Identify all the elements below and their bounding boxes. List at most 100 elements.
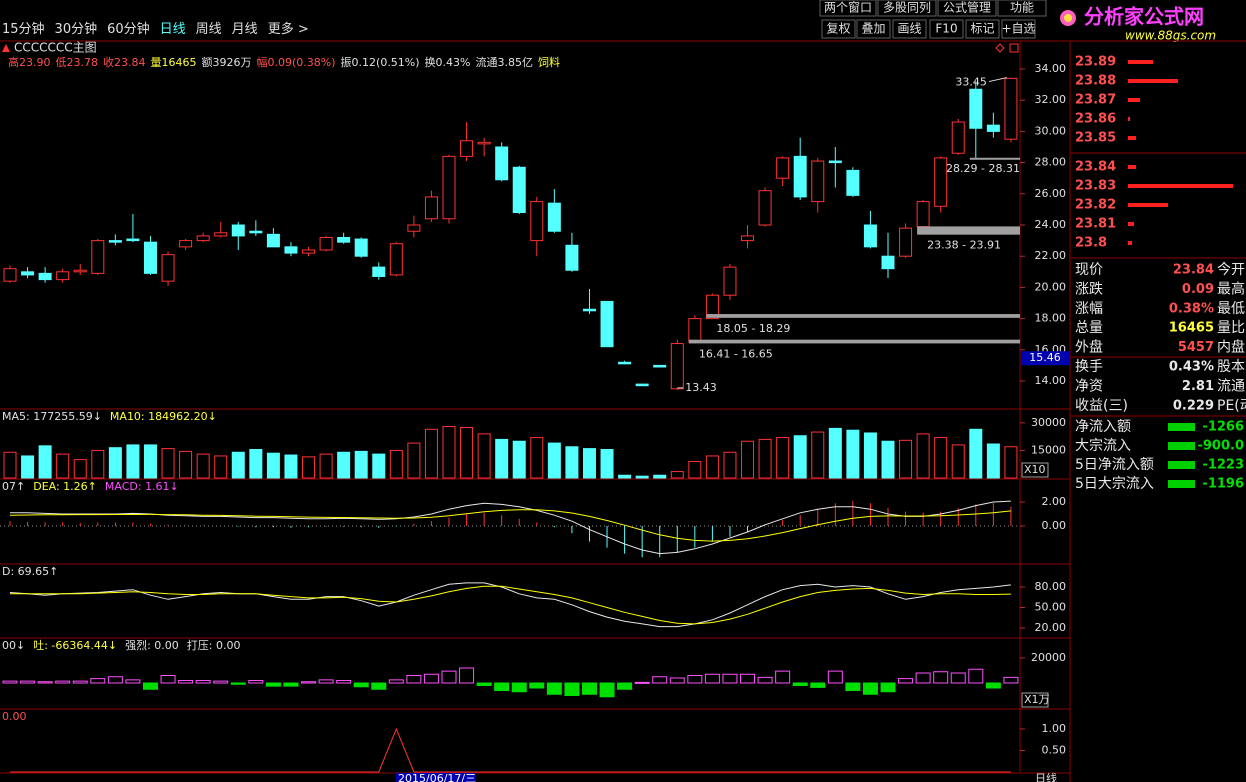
candle-body (828, 160, 842, 164)
toolbar-button[interactable] (892, 19, 927, 39)
period-tab[interactable]: 日线 (160, 22, 186, 37)
order-size-bar (1128, 79, 1178, 83)
unit-box (1021, 692, 1049, 708)
flow-value: -1196 (1202, 477, 1244, 492)
volume-bar (969, 428, 983, 479)
toolbar-label: 复权 (826, 22, 850, 36)
toolbar-button[interactable] (821, 19, 856, 39)
order-size-bar (1128, 184, 1233, 188)
flow-value: -1266 (1202, 420, 1244, 435)
flow-bar (599, 682, 615, 698)
volume-bar (3, 451, 17, 479)
volume-bar (196, 453, 210, 479)
flow-bar (581, 682, 597, 695)
candle-body (231, 224, 245, 237)
candle-body (512, 166, 526, 214)
y-tick-label: 1.00 (1042, 722, 1067, 735)
flow-bar (704, 673, 720, 684)
panel-label-part: 00↓ (2, 639, 25, 652)
volume-bar (863, 432, 877, 479)
volume-bar (249, 449, 263, 479)
volume-bar (73, 459, 87, 479)
flow-bar (230, 682, 246, 685)
y-tick-label: 22.00 (1035, 249, 1067, 262)
toolbar-button[interactable] (965, 19, 1000, 39)
toolbar-label: 叠加 (861, 22, 885, 36)
y-tick-label: 0.00 (1042, 519, 1067, 532)
stat: 额3926万 (202, 56, 252, 69)
order-price: 23.83 (1075, 179, 1116, 194)
period-tab[interactable]: 30分钟 (55, 21, 98, 37)
volume-bar (91, 449, 105, 479)
candle-body (214, 232, 228, 237)
stat: 换0.43% (425, 55, 471, 69)
stat: 振0.12(0.51%) (341, 55, 420, 69)
candle-body (916, 201, 930, 228)
logo-url: www.88gs.com (1125, 29, 1216, 43)
volume-bar (337, 451, 351, 479)
flow-bar (810, 682, 826, 688)
candle-body (91, 240, 105, 274)
order-price: 23.85 (1075, 131, 1116, 146)
title-icon (2, 44, 10, 52)
flow-bar (775, 670, 791, 684)
menu-label: 功能 (1010, 1, 1034, 15)
volume-bar (582, 448, 596, 479)
quote-label: 涨幅 (1075, 301, 1103, 317)
volume-bar (477, 433, 491, 479)
quote-value: 2.81 (1182, 379, 1214, 394)
panel-label-part: DEA: 1.26↑ (33, 480, 97, 493)
menu-button[interactable] (819, 0, 877, 17)
flow-bar (652, 676, 668, 684)
period-tab[interactable]: 月线 (232, 22, 258, 37)
flow-bar (72, 680, 88, 684)
flow-bar (529, 682, 545, 689)
flow-bar (546, 682, 562, 695)
menu-button[interactable] (997, 0, 1047, 17)
flow-bar (968, 668, 984, 684)
volume-bar (670, 471, 684, 479)
flow-bar (406, 675, 422, 684)
chart-title: CCCCCCC主图 (14, 41, 97, 55)
order-size-bar (1128, 165, 1136, 169)
candle-body (635, 383, 649, 387)
quote-value: 0.09 (1182, 282, 1214, 297)
menu-button[interactable] (937, 0, 997, 17)
flow-bar (722, 673, 738, 684)
volume-bar (565, 446, 579, 479)
toolbar-button[interactable] (856, 19, 891, 39)
period-tab[interactable]: 60分钟 (107, 21, 150, 37)
period-tab[interactable]: 周线 (196, 22, 222, 37)
volume-bar (881, 440, 895, 479)
logo-title: 分析家公式网 (1084, 5, 1204, 29)
toolbar-button[interactable] (929, 19, 964, 39)
flow-bar (634, 681, 650, 684)
candle-body (38, 272, 52, 281)
menu-label: 公式管理 (943, 0, 991, 15)
volume-bar (688, 460, 702, 479)
candle-body (460, 140, 474, 157)
flow-bar (195, 680, 211, 684)
peak-arrow (988, 77, 1008, 83)
panel-label-part: 吐: -66364.44↓ (33, 639, 117, 652)
indicator-line (10, 727, 1011, 773)
range-bar (969, 157, 1020, 160)
quote-value: 5457 (1178, 340, 1214, 355)
volume-bar (705, 455, 719, 479)
flow-indicator (1168, 461, 1195, 469)
flow-indicator (1168, 480, 1195, 488)
volume-bar (21, 455, 35, 479)
candle-body (3, 268, 17, 282)
unit-label: X1万 (1024, 693, 1050, 706)
indicator-line (10, 585, 1011, 625)
range-bar (688, 339, 1020, 344)
footer-date-box (396, 773, 476, 782)
candle-body (284, 246, 298, 254)
period-tabs: 15分钟 30分钟 60分钟 日线 周线 月线 更多 > (2, 21, 309, 37)
y-tick-label: 50.00 (1035, 600, 1067, 613)
period-tab[interactable]: 15分钟 (2, 21, 45, 37)
menu-button[interactable] (877, 0, 937, 17)
toolbar-button[interactable] (1001, 19, 1036, 39)
period-tab[interactable]: 更多 > (268, 21, 309, 37)
quote-value: 0.43% (1169, 360, 1214, 375)
